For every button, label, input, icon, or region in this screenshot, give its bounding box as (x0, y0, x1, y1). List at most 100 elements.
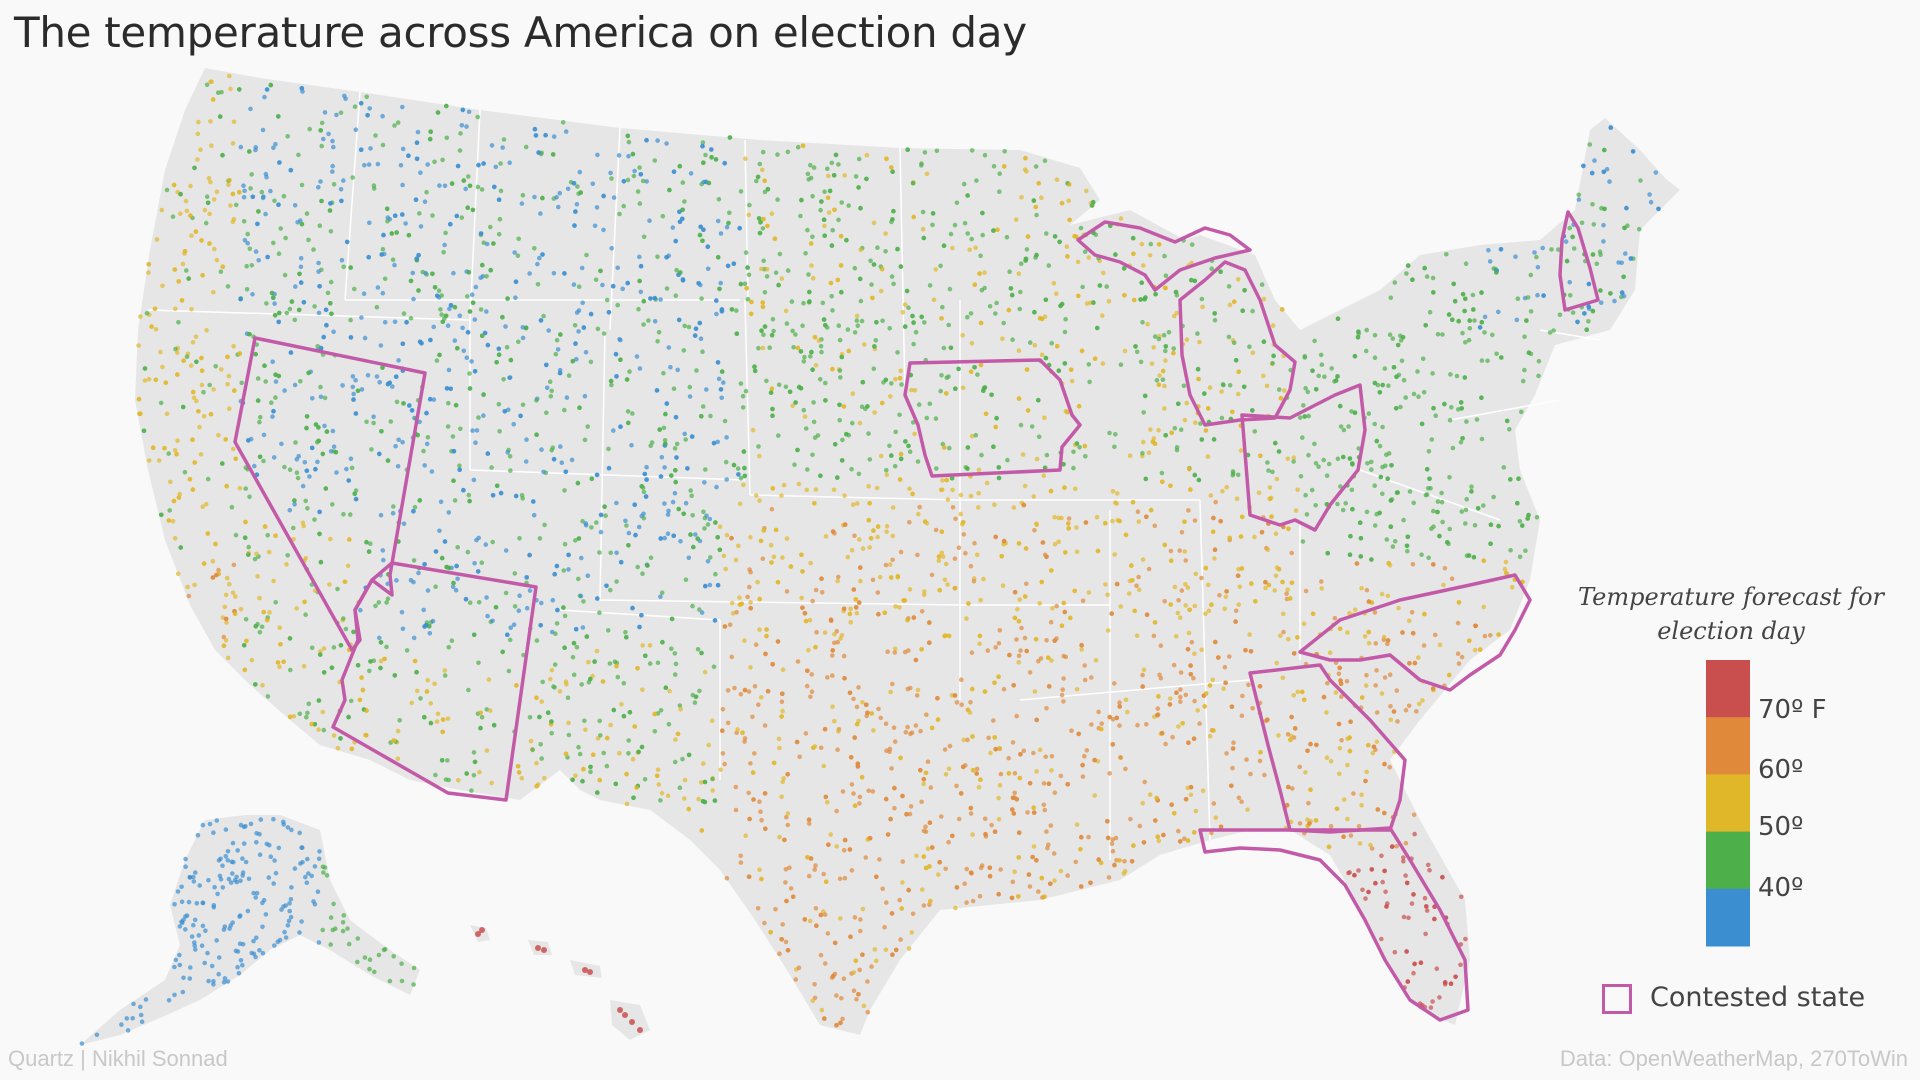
temperature-dot (1291, 455, 1297, 461)
temperature-dot (1424, 274, 1430, 279)
temperature-dot (598, 529, 604, 535)
temperature-dot (1224, 484, 1229, 490)
temperature-dot (874, 874, 879, 880)
temperature-dot (1473, 623, 1478, 629)
temperature-dot (793, 332, 798, 337)
temperature-dot (810, 452, 815, 458)
temperature-dot (1286, 636, 1291, 642)
temperature-dot (1536, 358, 1542, 364)
temperature-dot (897, 897, 902, 903)
temperature-dot (1280, 675, 1286, 681)
temperature-dot (1205, 454, 1211, 459)
temperature-dot (1382, 366, 1388, 371)
temperature-dot (574, 644, 580, 650)
temperature-dot (918, 767, 923, 773)
temperature-dot (392, 262, 397, 268)
temperature-dot (858, 298, 864, 304)
temperature-dot (1122, 293, 1127, 298)
temperature-dot (906, 946, 912, 951)
temperature-dot (802, 354, 807, 360)
temperature-dot (1027, 670, 1033, 675)
temperature-dot (1034, 522, 1039, 528)
temperature-dot (562, 488, 567, 493)
temperature-dot (721, 380, 726, 385)
temperature-dot (550, 597, 556, 603)
temperature-dot (1211, 515, 1216, 521)
temperature-dot (1074, 549, 1080, 554)
temperature-dot (205, 476, 211, 482)
temperature-dot (920, 209, 926, 215)
temperature-dot (1451, 281, 1456, 287)
temperature-dot (440, 319, 446, 325)
temperature-dot (808, 162, 813, 168)
temperature-dot (242, 237, 248, 243)
temperature-dot (1400, 630, 1405, 635)
temperature-dot (755, 174, 761, 180)
temperature-dot (1193, 808, 1199, 814)
temperature-dot (142, 378, 148, 383)
temperature-dot (466, 109, 472, 115)
temperature-dot (498, 188, 504, 194)
temperature-dot (317, 652, 323, 657)
temperature-dot (782, 837, 787, 843)
temperature-dot (913, 657, 919, 663)
temperature-dot (715, 582, 721, 588)
temperature-dot (225, 354, 230, 360)
temperature-dot (233, 456, 238, 462)
temperature-dot (273, 533, 278, 538)
temperature-dot (1252, 429, 1258, 434)
temperature-dot (1044, 452, 1050, 458)
temperature-dot (449, 638, 455, 643)
temperature-dot (311, 247, 316, 252)
temperature-dot (1054, 177, 1060, 182)
temperature-dot (1394, 374, 1399, 380)
temperature-dot (1115, 491, 1120, 496)
temperature-dot (700, 238, 705, 244)
temperature-dot (316, 727, 321, 732)
temperature-dot (1343, 501, 1348, 506)
temperature-dot (760, 556, 766, 561)
temperature-dot (805, 171, 811, 177)
temperature-dot (1280, 579, 1285, 585)
temperature-dot (452, 498, 458, 503)
temperature-dot (1036, 397, 1041, 403)
temperature-dot (262, 94, 267, 100)
temperature-dot (1304, 512, 1310, 517)
temperature-dot (548, 394, 554, 399)
temperature-dot (153, 327, 159, 332)
temperature-dot (680, 756, 685, 762)
temperature-dot (322, 110, 328, 115)
temperature-dot (718, 387, 724, 392)
temperature-dot (304, 468, 310, 474)
temperature-dot (577, 751, 583, 757)
temperature-dot (996, 817, 1002, 822)
temperature-dot (822, 189, 827, 194)
temperature-dot (1301, 403, 1306, 408)
temperature-dot (1103, 520, 1108, 526)
temperature-dot (692, 333, 698, 338)
temperature-dot (923, 824, 928, 829)
temperature-dot (457, 148, 463, 153)
temperature-dot (996, 475, 1002, 481)
temperature-dot (1337, 403, 1343, 409)
temperature-dot (281, 659, 286, 665)
temperature-dot (690, 603, 695, 609)
temperature-dot (374, 304, 380, 310)
temperature-dot (839, 458, 845, 463)
temperature-dot (618, 559, 624, 565)
temperature-dot (1167, 702, 1173, 707)
temperature-dot (1192, 278, 1198, 284)
temperature-dot (1197, 339, 1202, 345)
temperature-dot (329, 665, 335, 670)
temperature-dot (850, 502, 856, 508)
temperature-dot (838, 263, 844, 268)
temperature-dot (1377, 390, 1383, 395)
temperature-dot (748, 605, 753, 611)
temperature-dot (849, 782, 855, 787)
temperature-dot (738, 476, 744, 481)
temperature-dot (1000, 336, 1005, 342)
temperature-dot (1140, 800, 1145, 806)
temperature-dot (873, 338, 879, 343)
temperature-dot (858, 565, 863, 570)
temperature-dot (747, 202, 752, 208)
